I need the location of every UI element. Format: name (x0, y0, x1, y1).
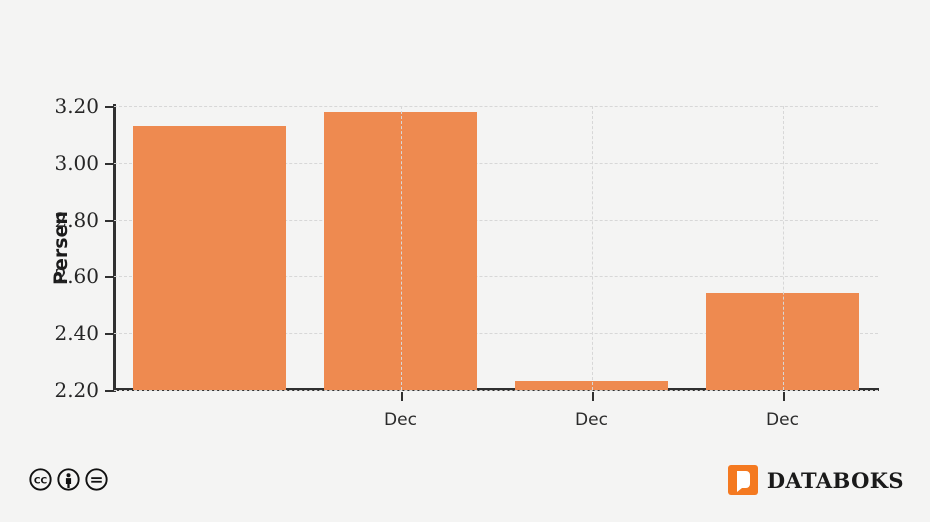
gridline-horizontal (114, 219, 878, 221)
plot-area: 3.20 3.00 2.80 2.60 2.40 2.20 Dec Dec Dec (54, 94, 878, 430)
y-axis-line (113, 104, 116, 392)
gridline-horizontal (114, 106, 878, 107)
gridline-vertical (400, 106, 402, 390)
brand-logo: DATABOKS (727, 465, 904, 495)
gridline-vertical (591, 106, 593, 390)
x-axis-tick (591, 392, 594, 401)
y-axis-tick-label: 3.00 (54, 150, 99, 175)
bar[interactable] (514, 381, 669, 390)
databoks-mark-icon (727, 465, 758, 495)
cc-by-icon (57, 468, 80, 491)
x-axis-tick-label: Dec (384, 410, 417, 430)
y-axis-tick-label: 2.20 (54, 378, 99, 402)
bar[interactable] (705, 293, 860, 390)
y-axis-tick (105, 219, 114, 222)
cc-icon: CC (29, 468, 52, 491)
y-axis-tick-label: 3.20 (54, 94, 99, 118)
x-axis-tick-label: Dec (766, 410, 799, 430)
gridline-vertical (782, 106, 784, 390)
y-axis-title-container: Persen (0, 106, 72, 390)
x-axis-tick-label: Dec (575, 410, 608, 430)
y-axis-tick-label: 2.60 (54, 264, 99, 289)
y-axis-tick-label: 2.80 (54, 207, 99, 232)
y-axis-tick (105, 276, 114, 279)
gridline-horizontal (114, 333, 878, 335)
x-axis-tick (400, 392, 403, 401)
bar[interactable] (132, 125, 287, 390)
brand-name: DATABOKS (766, 467, 904, 493)
x-axis-tick (782, 392, 785, 401)
y-axis-tick-label: 2.40 (54, 321, 99, 346)
gridline-horizontal (114, 162, 878, 164)
x-axis-line (113, 388, 879, 391)
y-axis-tick (105, 162, 114, 165)
y-axis-tick (105, 390, 114, 392)
cc-nd-icon (85, 468, 108, 491)
license-icons: CC (29, 468, 108, 491)
svg-text:CC: CC (34, 476, 48, 486)
y-axis-tick (105, 333, 114, 336)
y-axis-tick (105, 106, 114, 108)
gridline-horizontal (114, 276, 878, 278)
bar[interactable] (323, 111, 478, 390)
gridline-horizontal (114, 390, 878, 391)
chart-footer: CC DATABOKS (0, 455, 930, 522)
